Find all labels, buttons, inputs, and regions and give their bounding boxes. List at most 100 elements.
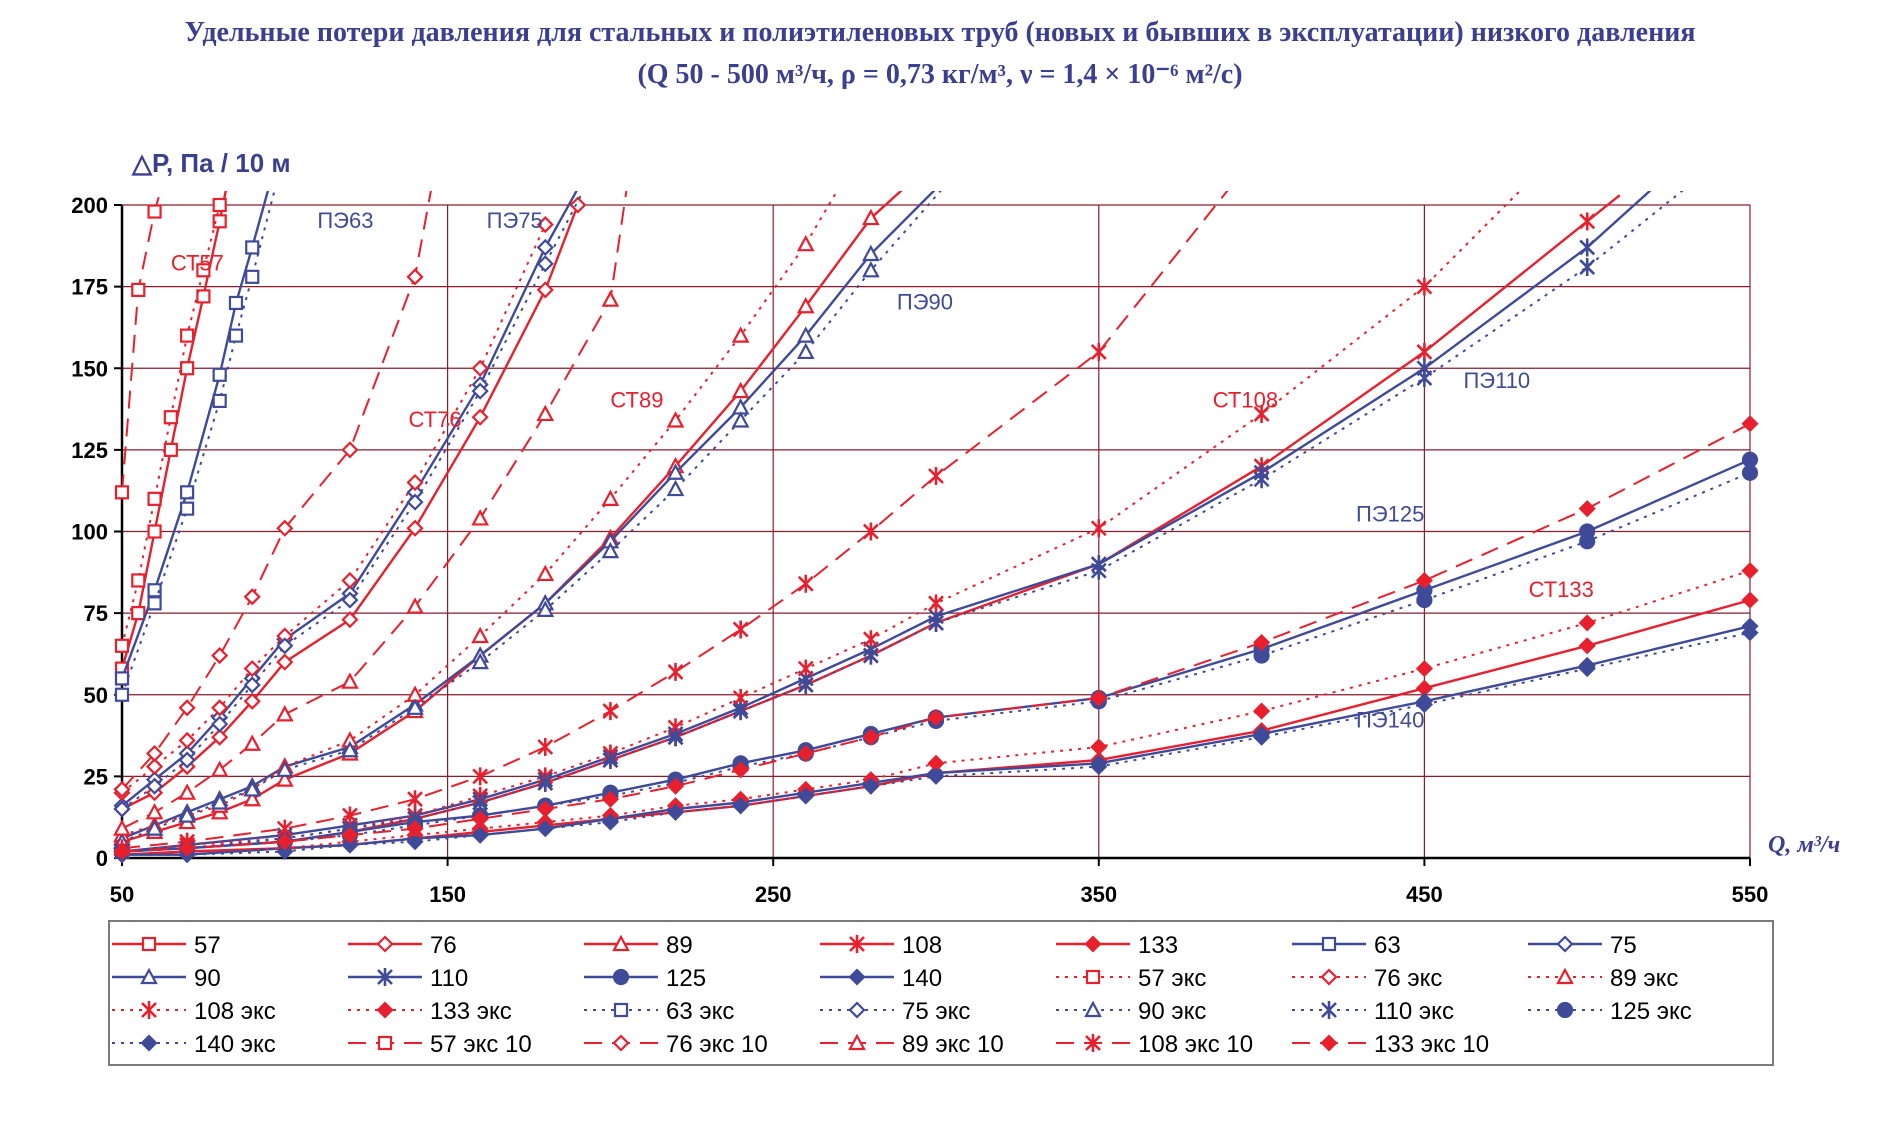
series-line	[121, 191, 432, 791]
chart-title-line1: Удельные потери давления для стальных и …	[184, 17, 1696, 48]
data-point	[1415, 660, 1433, 678]
curve-label: ПЭ75	[487, 208, 543, 233]
data-point	[862, 630, 879, 649]
data-point	[406, 519, 424, 537]
series-89	[113, 191, 903, 849]
legend-marker	[848, 1001, 866, 1019]
data-point	[1090, 689, 1108, 707]
legend-label: 57 экс	[1138, 965, 1206, 992]
y-tick-label: 175	[71, 275, 108, 300]
legend-item: 133 экс 10	[1292, 1031, 1489, 1058]
data-point	[471, 382, 489, 400]
data-point	[212, 367, 227, 382]
data-point	[862, 208, 880, 226]
legend-label: 90 экс	[1138, 998, 1206, 1025]
legend-marker	[1084, 1000, 1102, 1018]
legend-label: 110	[430, 965, 468, 992]
data-point	[145, 819, 164, 836]
data-point	[1579, 533, 1596, 550]
data-point	[113, 842, 131, 861]
data-point	[471, 810, 489, 828]
chart-title-line2: (Q 50 - 500 м³/ч, ρ = 0,73 кг/м³, ν = 1,…	[637, 59, 1243, 90]
data-point	[536, 255, 554, 273]
series-125-экс	[113, 464, 1759, 860]
data-point	[536, 564, 555, 582]
legend-item: 140 экс	[112, 1031, 276, 1058]
legend-marker	[612, 968, 630, 986]
data-point	[796, 342, 815, 360]
data-point	[536, 238, 554, 257]
series-110-экс	[114, 191, 1684, 861]
legend-item: 63 экс	[584, 998, 734, 1025]
y-tick-label: 50	[84, 683, 108, 708]
data-point	[1578, 637, 1596, 655]
data-point	[228, 295, 244, 311]
data-point	[667, 728, 684, 747]
data-point	[243, 789, 262, 807]
legend-label: 140 экс	[194, 1031, 276, 1058]
y-tick-label: 75	[84, 601, 108, 626]
data-point	[275, 760, 294, 777]
data-point	[1741, 415, 1759, 433]
data-point	[341, 611, 359, 629]
data-point	[537, 773, 554, 792]
legend-label: 108 экс	[194, 998, 276, 1025]
data-point	[1253, 728, 1271, 746]
legend-item: 57 экс	[1056, 965, 1206, 992]
data-point	[537, 737, 554, 756]
data-point	[862, 777, 880, 795]
legend-item: 76	[348, 932, 457, 959]
data-point	[406, 268, 424, 286]
x-axis-label: Q, м³/ч	[1768, 832, 1840, 858]
legend-label: 90	[194, 965, 221, 992]
legend-marker	[613, 1002, 629, 1018]
data-point	[211, 715, 229, 733]
data-point	[862, 728, 880, 746]
legend-item: 108	[820, 932, 942, 959]
data-point	[1579, 258, 1596, 277]
data-point	[276, 833, 294, 851]
data-point	[146, 758, 164, 776]
data-point	[131, 573, 146, 588]
legend-item: 63	[1292, 932, 1401, 959]
series-line	[121, 191, 1684, 853]
legend-item: 110 экс	[1292, 998, 1454, 1025]
data-point	[1578, 660, 1596, 678]
legend-marker	[1085, 969, 1101, 985]
legend-label: 108	[902, 932, 942, 959]
series-76	[113, 196, 587, 818]
legend-label: 57 экс 10	[430, 1031, 532, 1058]
legend-marker	[1320, 968, 1338, 986]
data-point	[1416, 369, 1433, 388]
data-point	[341, 571, 359, 590]
legend-item: 75 экс	[820, 998, 970, 1025]
legend-marker	[1556, 967, 1574, 985]
legend-marker	[848, 1033, 866, 1051]
legend-item: 108 экс 10	[1056, 1031, 1253, 1058]
data-point	[178, 839, 196, 857]
data-point	[163, 442, 178, 457]
data-point	[1090, 561, 1107, 580]
data-point	[471, 626, 490, 644]
data-point	[1415, 571, 1433, 590]
legend-item: 89 экс	[1528, 965, 1678, 992]
data-point	[178, 731, 196, 750]
legend-item: 57 экс 10	[348, 1031, 532, 1058]
data-point	[196, 263, 211, 278]
data-point	[114, 638, 130, 653]
data-point	[114, 687, 130, 702]
data-point	[797, 659, 814, 678]
data-point	[1741, 624, 1759, 642]
data-point	[797, 574, 814, 593]
series-75-экс	[113, 191, 585, 818]
data-point	[147, 491, 162, 506]
data-point	[928, 613, 944, 632]
legend-marker	[140, 1034, 158, 1052]
series-line	[122, 631, 1751, 856]
data-point	[406, 833, 424, 851]
data-point	[147, 524, 162, 539]
data-point	[1741, 451, 1759, 468]
data-point	[114, 485, 130, 500]
data-point	[178, 751, 196, 769]
